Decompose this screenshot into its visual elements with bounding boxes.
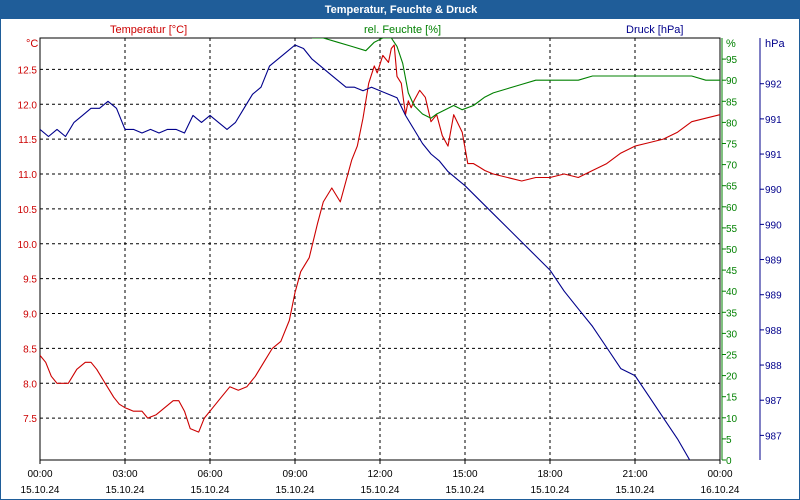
pressure-unit: hPa — [765, 38, 785, 50]
x-tick-label-date: 15.10.24 — [446, 485, 485, 496]
temperature-tick-label: 12.0 — [18, 100, 38, 111]
humidity-tick-label: 75 — [726, 140, 738, 151]
humidity-tick-label: 10 — [726, 414, 738, 425]
x-tick-label-time: 15:00 — [452, 469, 477, 480]
humidity-tick-label: 60 — [726, 203, 738, 214]
temperature-tick-label: 12.5 — [18, 65, 38, 76]
x-tick-label-time: 21:00 — [622, 469, 647, 480]
humidity-tick-label: 40 — [726, 287, 738, 298]
humidity-tick-label: 85 — [726, 97, 738, 108]
x-tick-label-date: 15.10.24 — [276, 485, 315, 496]
temperature-tick-label: 9.5 — [23, 275, 37, 286]
x-tick-label-time: 00:00 — [27, 469, 52, 480]
x-tick-label-date: 15.10.24 — [191, 485, 230, 496]
x-tick-label-time: 18:00 — [537, 469, 562, 480]
humidity-tick-label: 90 — [726, 76, 738, 87]
humidity-tick-label: 30 — [726, 329, 738, 340]
pressure-tick-label: 991 — [765, 150, 782, 161]
humidity-tick-label: 25 — [726, 351, 738, 362]
x-tick-label-date: 15.10.24 — [106, 485, 145, 496]
x-tick-label-time: 00:00 — [707, 469, 732, 480]
x-tick-label-time: 09:00 — [282, 469, 307, 480]
humidity-series-label: rel. Feuchte [%] — [364, 24, 442, 36]
x-tick-label-date: 16.10.24 — [701, 485, 740, 496]
pressure-tick-label: 990 — [765, 220, 782, 231]
humidity-tick-label: 50 — [726, 245, 738, 256]
temperature-tick-label: 10.0 — [18, 240, 38, 251]
window-title: Temperatur, Feuchte & Druck — [1, 1, 800, 19]
x-tick-label-date: 15.10.24 — [21, 485, 60, 496]
humidity-unit: % — [726, 38, 736, 50]
humidity-tick-label: 70 — [726, 161, 738, 172]
humidity-tick-label: 5 — [726, 435, 732, 446]
pressure-tick-label: 989 — [765, 291, 782, 302]
x-tick-label-date: 15.10.24 — [616, 485, 655, 496]
pressure-tick-label: 988 — [765, 326, 782, 337]
temperature-line — [40, 44, 720, 433]
temperature-tick-label: 8.5 — [23, 344, 37, 355]
x-tick-label-time: 03:00 — [112, 469, 137, 480]
x-tick-label-time: 12:00 — [367, 469, 392, 480]
humidity-line — [312, 38, 720, 119]
humidity-tick-label: 95 — [726, 55, 738, 66]
humidity-tick-label: 55 — [726, 224, 738, 235]
humidity-tick-label: 0 — [726, 456, 732, 467]
pressure-line — [40, 44, 691, 460]
temperature-unit: °C — [26, 38, 39, 50]
humidity-tick-label: 65 — [726, 182, 738, 193]
humidity-tick-label: 80 — [726, 118, 738, 129]
pressure-tick-label: 987 — [765, 431, 782, 442]
pressure-tick-label: 990 — [765, 185, 782, 196]
pressure-tick-label: 987 — [765, 396, 782, 407]
pressure-tick-label: 991 — [765, 115, 782, 126]
humidity-tick-label: 35 — [726, 308, 738, 319]
temperature-tick-label: 8.0 — [23, 379, 37, 390]
temperature-tick-label: 11.0 — [18, 170, 37, 181]
pressure-tick-label: 989 — [765, 256, 782, 267]
humidity-tick-label: 45 — [726, 266, 738, 277]
temperature-tick-label: 9.0 — [23, 310, 37, 321]
humidity-tick-label: 20 — [726, 372, 738, 383]
humidity-tick-label: 15 — [726, 393, 738, 404]
x-tick-label-date: 15.10.24 — [531, 485, 570, 496]
temperature-tick-label: 10.5 — [18, 205, 38, 216]
pressure-tick-label: 992 — [765, 80, 782, 91]
temperature-tick-label: 7.5 — [23, 414, 37, 425]
x-tick-label-time: 06:00 — [197, 469, 222, 480]
temperature-tick-label: 11.5 — [18, 135, 37, 146]
pressure-tick-label: 988 — [765, 361, 782, 372]
x-tick-label-date: 15.10.24 — [361, 485, 400, 496]
pressure-series-label: Druck [hPa] — [626, 24, 684, 36]
temperature-series-label: Temperatur [°C] — [110, 24, 188, 36]
